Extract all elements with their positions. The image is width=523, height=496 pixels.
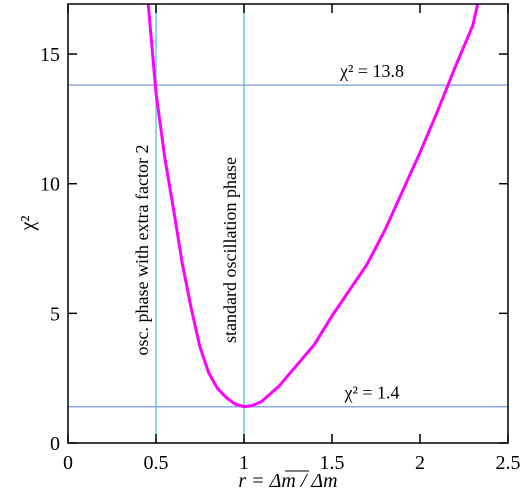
x-tick-label: 0.5	[144, 452, 169, 474]
y-tick-label: 5	[50, 303, 60, 325]
x-axis-label: r = Δm / Δm	[238, 470, 337, 492]
h-reference-label: χ² = 13.8	[339, 61, 404, 81]
y-tick-label: 0	[50, 433, 60, 455]
v-reference-label: standard oscillation phase	[220, 157, 240, 343]
x-tick-label: 1	[239, 452, 249, 474]
h-reference-label: χ² = 1.4	[343, 383, 399, 403]
x-tick-label: 1.5	[320, 452, 345, 474]
y-tick-label: 15	[40, 44, 60, 66]
plot-frame	[67, 3, 509, 444]
data-line	[146, 4, 480, 409]
v-reference-label: osc. phase with extra factor 2	[132, 145, 152, 356]
y-tick-label: 10	[40, 174, 60, 196]
y-axis-label: χ²	[17, 216, 39, 232]
x-tick-label: 0	[63, 452, 73, 474]
x-tick-label: 2.5	[496, 452, 521, 474]
x-tick-label: 2	[415, 452, 425, 474]
plot-area	[68, 4, 508, 443]
